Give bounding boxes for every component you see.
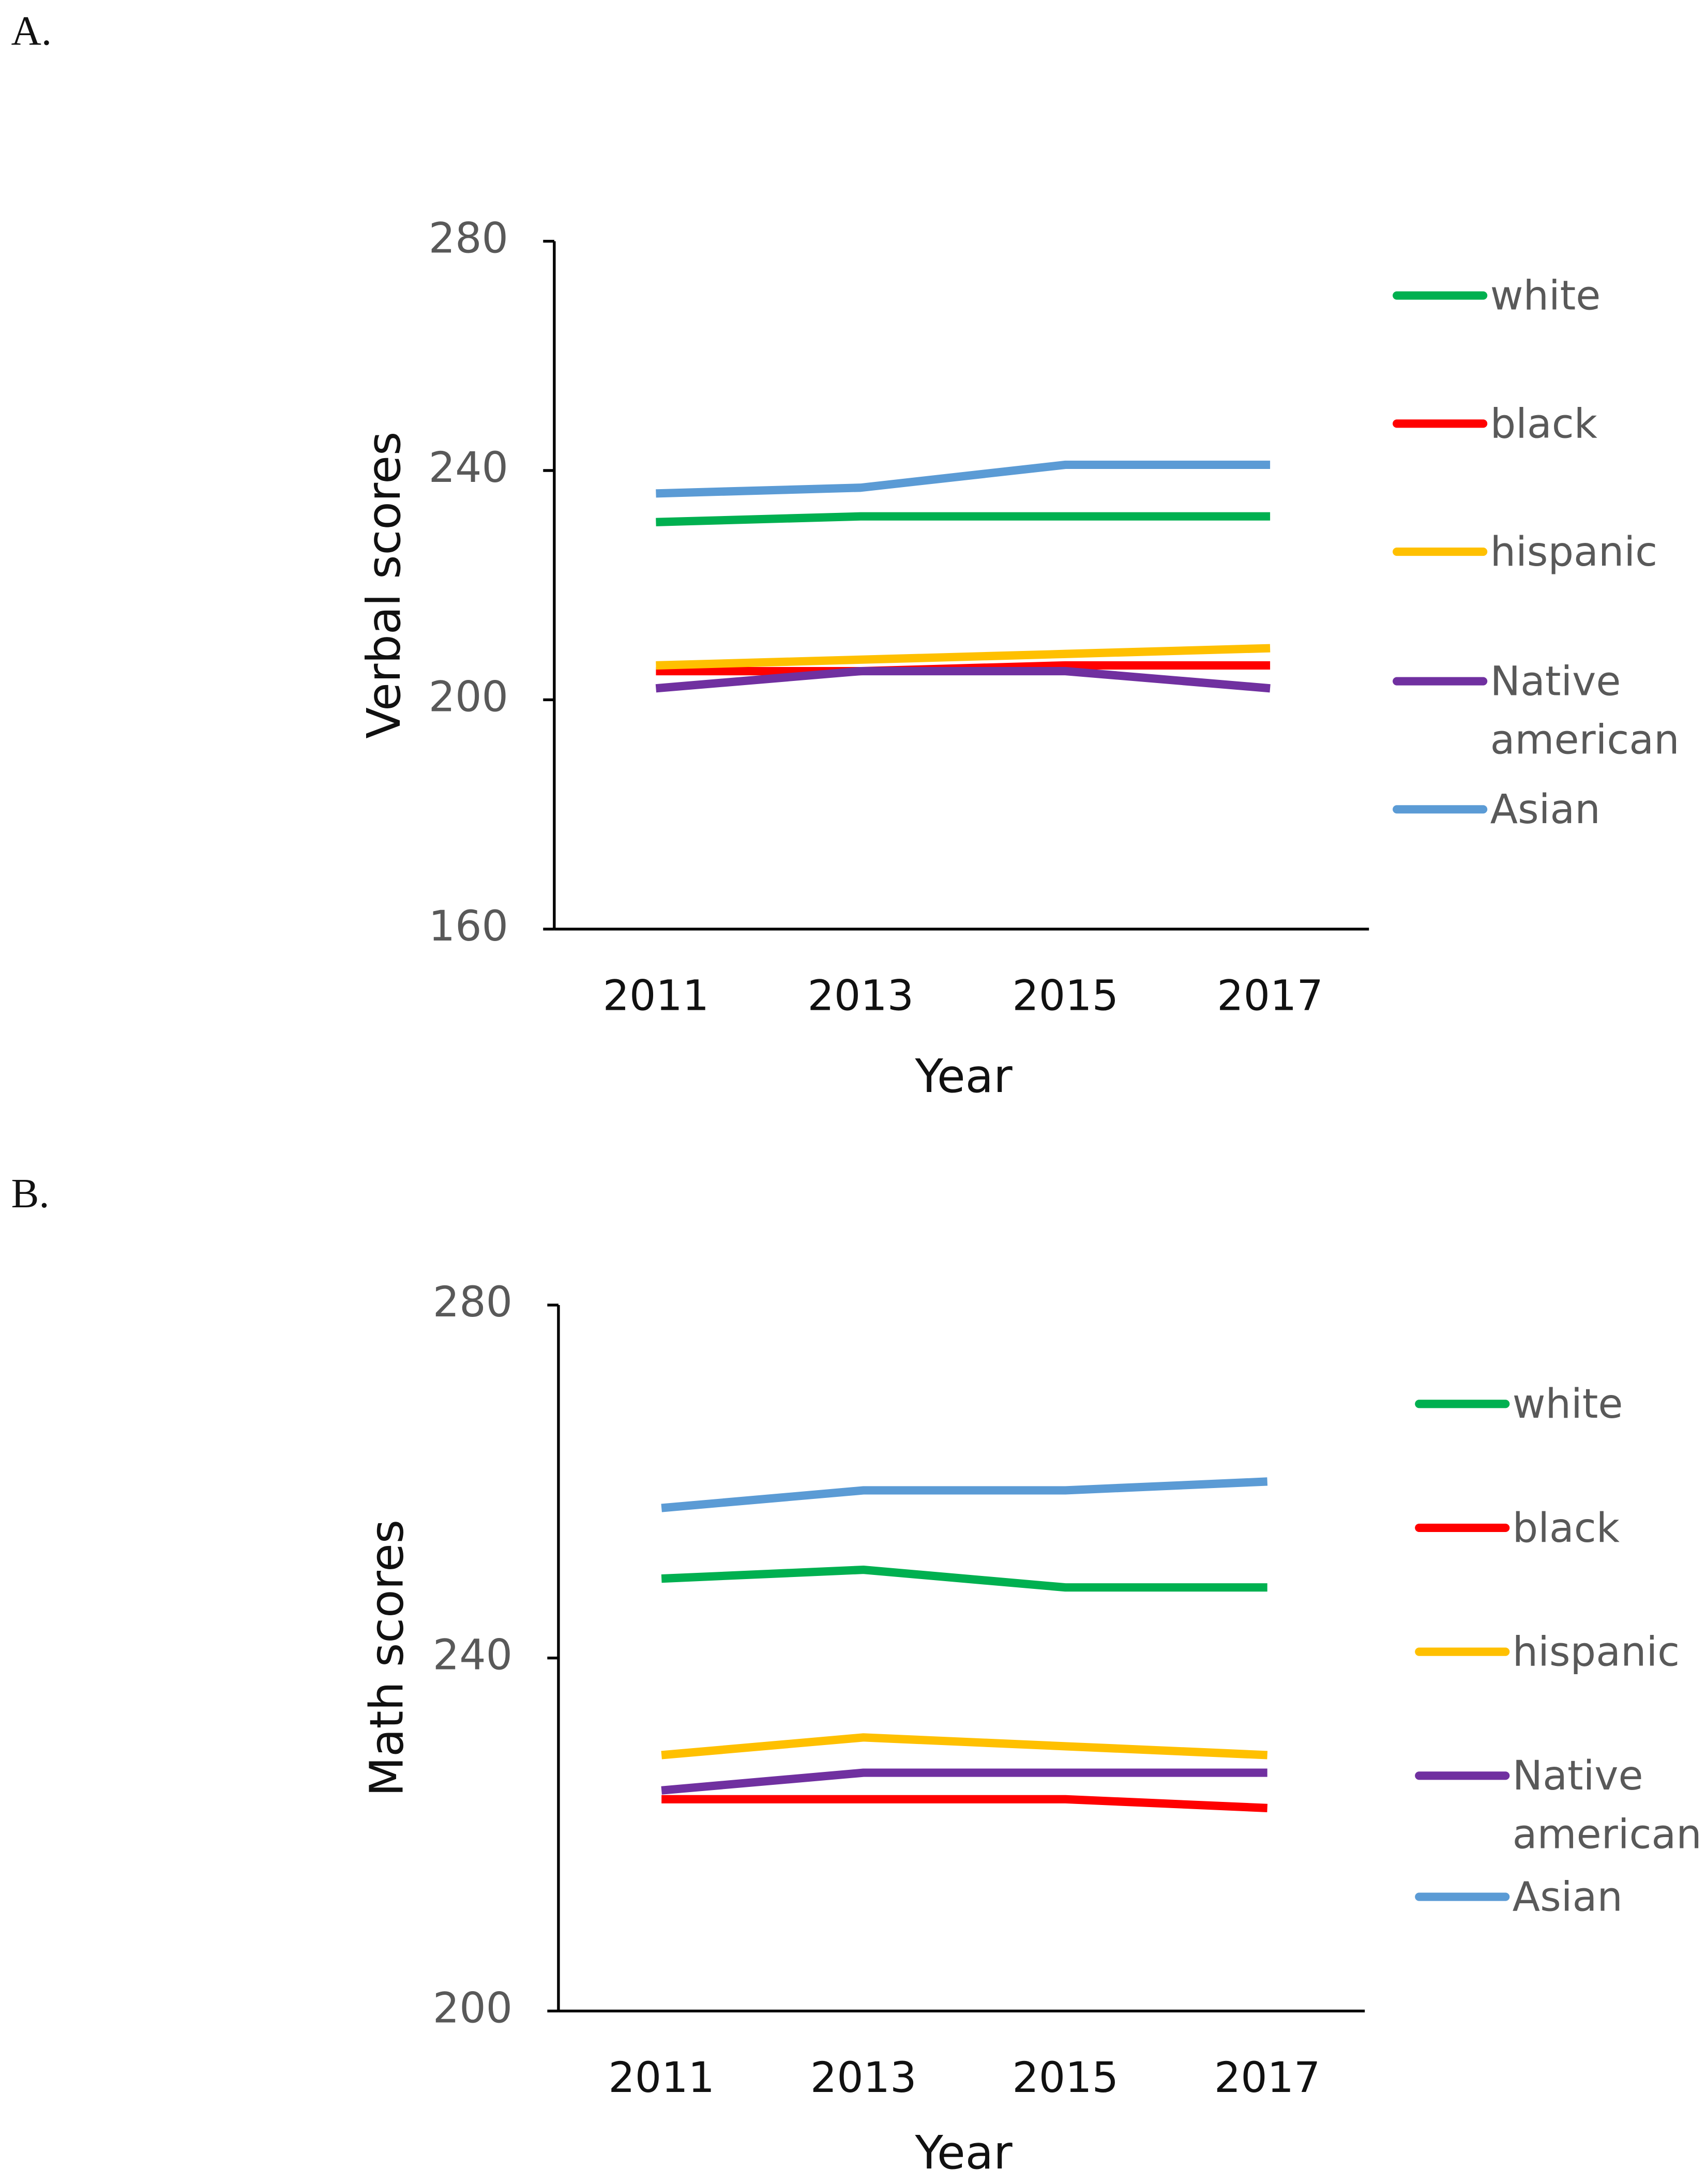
x-tick-label: 2017 xyxy=(1217,972,1323,1021)
x-tick-label: 2013 xyxy=(810,2054,917,2102)
series-line xyxy=(656,460,1271,498)
legend-label: black xyxy=(1512,1504,1620,1552)
panel-label: A. xyxy=(11,8,52,54)
y-axis-title: Verbal scores xyxy=(357,432,411,739)
y-tick-label: 240 xyxy=(433,1631,512,1680)
x-axis-title: Year xyxy=(915,1050,1013,1103)
legend-entry: black xyxy=(1490,400,1597,448)
legend-entry: hispanic xyxy=(1512,1628,1680,1676)
y-tick-label: 240 xyxy=(429,444,508,492)
legend-entry: Asian xyxy=(1490,785,1601,833)
series-line xyxy=(655,666,1271,693)
legend-label: hispanic xyxy=(1490,528,1658,575)
x-axis-title: Year xyxy=(915,2126,1013,2179)
y-tick-label: 280 xyxy=(429,215,508,263)
y-tick-label: 160 xyxy=(429,902,508,951)
legend-label: Native american xyxy=(1490,657,1680,764)
legend-entry: black xyxy=(1512,1504,1620,1552)
panel-label: B. xyxy=(11,1171,50,1217)
series-line xyxy=(656,644,1271,670)
x-tick-label: 2011 xyxy=(603,972,709,1021)
legend-entry: Native american xyxy=(1512,1752,1702,1858)
legend-label: Asian xyxy=(1490,785,1601,833)
series-line xyxy=(656,512,1271,526)
x-tick-label: 2015 xyxy=(1012,2054,1119,2102)
legend-entry: Native american xyxy=(1490,657,1680,764)
y-axis-title: Math scores xyxy=(360,1520,413,1797)
x-tick-label: 2017 xyxy=(1214,2054,1321,2102)
x-tick-label: 2013 xyxy=(808,972,914,1021)
legend-entry: white xyxy=(1512,1380,1623,1428)
x-tick-label: 2015 xyxy=(1012,972,1119,1021)
series-line xyxy=(661,1733,1268,1760)
y-tick-label: 200 xyxy=(433,1984,512,2033)
legend-entry: Asian xyxy=(1512,1873,1623,1921)
legend-label: white xyxy=(1512,1380,1623,1428)
legend-label: Asian xyxy=(1512,1873,1623,1921)
legend-label: Native american xyxy=(1512,1752,1702,1858)
legend-entry: white xyxy=(1490,271,1601,320)
series-line xyxy=(661,1768,1267,1795)
legend-label: hispanic xyxy=(1512,1628,1680,1676)
series-line xyxy=(661,1795,1268,1812)
y-tick-label: 280 xyxy=(433,1278,512,1327)
legend-label: white xyxy=(1490,271,1601,320)
legend-entry: hispanic xyxy=(1490,528,1658,575)
series-line xyxy=(661,1565,1267,1592)
series-line xyxy=(661,1477,1268,1512)
legend-label: black xyxy=(1490,400,1597,448)
y-tick-label: 200 xyxy=(429,673,508,721)
x-tick-label: 2011 xyxy=(608,2054,715,2102)
